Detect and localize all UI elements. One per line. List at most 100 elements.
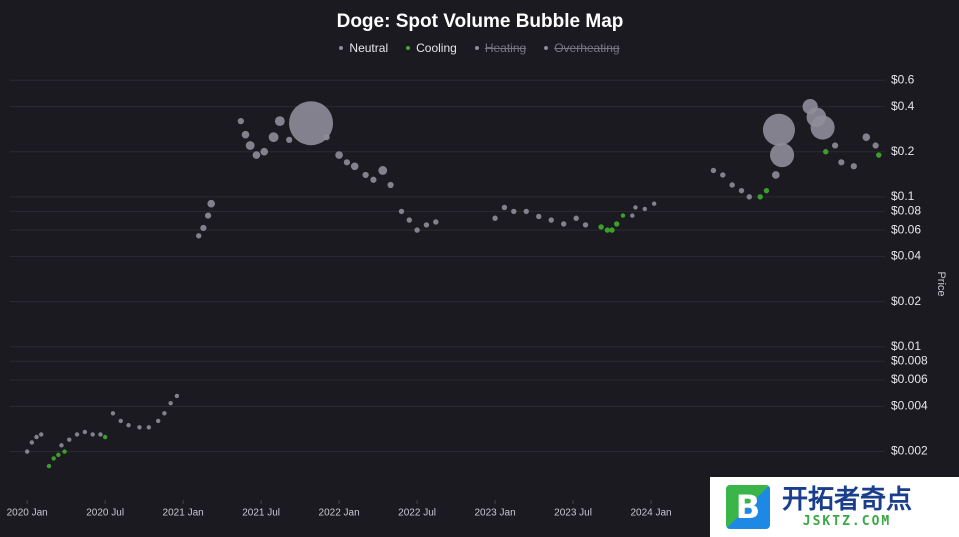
watermark-name: 开拓者奇点: [782, 484, 913, 515]
y-tick-label: $0.2: [891, 144, 915, 158]
bubble: [536, 213, 542, 220]
y-tick-label: $0.008: [891, 353, 928, 367]
bubble: [200, 224, 207, 232]
bubble: [738, 187, 745, 194]
bubble: [118, 418, 123, 424]
bubble: [137, 425, 142, 430]
bubble: [67, 437, 72, 442]
bubble: [260, 147, 269, 156]
watermark-url: JSKTZ.COM: [802, 513, 892, 529]
bubble: [207, 199, 216, 208]
legend-label: Heating: [484, 41, 527, 55]
bubble: [126, 422, 131, 428]
bubble: [59, 443, 64, 448]
bubble: [110, 411, 116, 416]
bubble: [823, 149, 829, 155]
bubble: [501, 204, 508, 211]
bubble: [168, 401, 173, 406]
bubble: [757, 194, 763, 200]
legend-swatch: [406, 46, 411, 50]
bubble: [362, 171, 369, 179]
bubble: [24, 449, 30, 454]
bubble: [651, 201, 657, 206]
bubble: [241, 130, 250, 139]
bubble: [286, 136, 293, 143]
bubble: [573, 215, 579, 221]
bubble: [51, 456, 56, 461]
bubble: [245, 141, 255, 150]
bubble: [343, 159, 351, 166]
bubble: [237, 118, 244, 125]
x-tick-label: 2023 Jan: [474, 508, 515, 519]
bubble: [630, 213, 635, 218]
bubble: [289, 101, 334, 146]
bubble: [162, 411, 167, 416]
bubble: [414, 227, 420, 233]
legend-swatch: [474, 46, 479, 50]
legend-item[interactable]: Cooling: [406, 41, 457, 55]
y-axis-label: Price: [935, 271, 947, 296]
bubble: [29, 440, 35, 445]
bubble: [838, 159, 845, 166]
bubble: [350, 162, 359, 171]
bubble: [720, 172, 726, 178]
bubble: [370, 176, 377, 183]
bubble: [335, 151, 343, 159]
bubble: [609, 227, 615, 233]
y-tick-label: $0.4: [891, 99, 915, 113]
bubble: [62, 449, 67, 454]
x-tick-label: 2023 Jul: [554, 508, 592, 519]
bubble: [582, 222, 589, 228]
bubble: [38, 432, 44, 437]
y-tick-label: $0.1: [891, 189, 915, 203]
legend-swatch: [544, 46, 549, 50]
bubble: [604, 227, 611, 233]
bubble: [98, 432, 103, 437]
bubble: [511, 208, 517, 215]
y-tick-label: $0.02: [891, 294, 921, 308]
bubble: [762, 113, 795, 146]
legend-label: Neutral: [349, 41, 389, 55]
y-tick-label: $0.004: [891, 399, 928, 413]
bubble: [46, 463, 52, 469]
legend: Neutral Cooling Heating Overheating: [0, 41, 959, 55]
bubble: [90, 432, 95, 437]
bubble: [598, 224, 604, 230]
bubble: [763, 187, 770, 194]
x-tick-label: 2020 Jan: [7, 508, 48, 519]
bubble: [74, 432, 80, 437]
bubble: [398, 208, 405, 215]
bubble: [810, 115, 835, 140]
y-tick-label: $0.04: [891, 249, 921, 263]
bubble: [862, 133, 871, 142]
y-tick-label: $0.006: [891, 372, 928, 386]
bubble: [614, 221, 620, 227]
bubble: [155, 418, 161, 424]
bubble: [561, 221, 567, 227]
bubble: [196, 233, 202, 239]
legend-item[interactable]: Heating: [474, 41, 527, 55]
legend-label: Cooling: [416, 41, 457, 55]
y-tick-label: $0.06: [891, 222, 921, 236]
bubble: [406, 217, 412, 223]
bubble: [523, 208, 529, 215]
bubble: [710, 167, 717, 174]
bubble: [850, 163, 857, 170]
bubble: [323, 134, 330, 141]
bubble: [423, 222, 430, 228]
legend-swatch: [339, 46, 344, 50]
chart-title: Doge: Spot Volume Bubble Map: [337, 11, 624, 32]
y-tick-label: $0.6: [891, 72, 915, 86]
bubble: [252, 151, 261, 159]
bubble: [34, 434, 39, 440]
legend-item[interactable]: Neutral: [339, 41, 388, 55]
bubble: [204, 212, 212, 219]
bubble: [378, 166, 388, 175]
bubble: [102, 434, 108, 440]
bubble: [274, 116, 285, 127]
legend-item[interactable]: Overheating: [544, 41, 620, 55]
bubble: [729, 182, 735, 188]
bubble: [872, 142, 879, 149]
